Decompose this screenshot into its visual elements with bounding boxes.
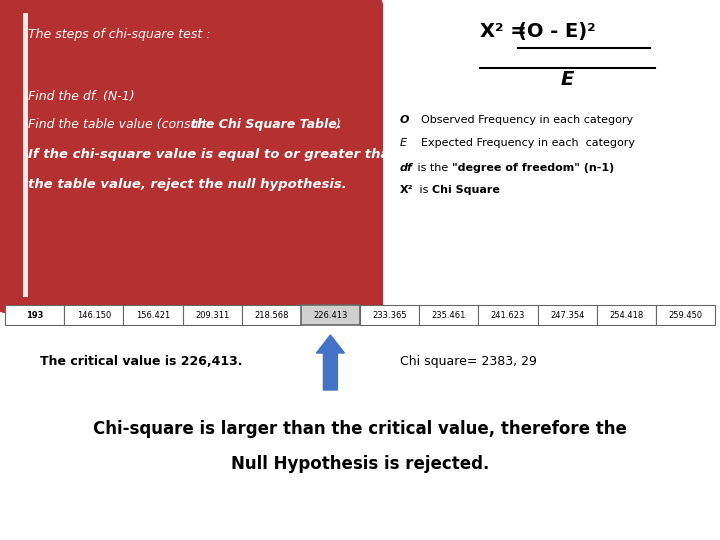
Text: 226.413: 226.413 [313, 310, 348, 320]
Text: If the chi-square value is equal to or greater than: If the chi-square value is equal to or g… [28, 148, 399, 161]
Text: The steps of chi-square test :: The steps of chi-square test : [28, 28, 210, 41]
Text: The critical value is 226,413.: The critical value is 226,413. [40, 355, 243, 368]
Text: X²: X² [400, 185, 413, 195]
Text: 241.623: 241.623 [491, 310, 525, 320]
Text: 193: 193 [26, 310, 43, 320]
Text: Chi square= 2383, 29: Chi square= 2383, 29 [400, 355, 537, 368]
Bar [538, 305, 597, 325]
Bar [597, 305, 656, 325]
Text: Observed Frequency in each category: Observed Frequency in each category [414, 115, 633, 125]
Bar [419, 305, 478, 325]
Text: df: df [400, 163, 413, 173]
Text: "degree of freedom" (n-1): "degree of freedom" (n-1) [452, 163, 614, 173]
Text: Find the df. (N-1): Find the df. (N-1) [28, 90, 135, 103]
Text: 235.461: 235.461 [431, 310, 466, 320]
FancyBboxPatch shape [0, 0, 383, 313]
Text: 259.450: 259.450 [668, 310, 703, 320]
Text: 218.568: 218.568 [254, 310, 289, 320]
Text: is: is [416, 185, 432, 195]
Bar [360, 305, 419, 325]
Bar [123, 305, 182, 325]
Bar [301, 305, 360, 325]
Text: the Chi Square Table.: the Chi Square Table. [191, 118, 341, 131]
Text: X² =: X² = [480, 22, 534, 41]
Text: Chi Square: Chi Square [432, 185, 500, 195]
Text: 146.150: 146.150 [76, 310, 111, 320]
Text: E: E [400, 138, 407, 148]
Bar [478, 305, 538, 325]
Bar [182, 305, 242, 325]
Bar [656, 305, 715, 325]
Text: the table value, reject the null hypothesis.: the table value, reject the null hypothe… [28, 178, 347, 191]
Text: Chi-square is larger than the critical value, therefore the: Chi-square is larger than the critical v… [93, 420, 627, 438]
Bar [64, 305, 123, 325]
Text: O: O [400, 115, 410, 125]
Bar [242, 305, 301, 325]
Text: 254.418: 254.418 [609, 310, 644, 320]
Bar [5, 305, 64, 325]
Text: 156.421: 156.421 [136, 310, 170, 320]
Text: Expected Frequency in each  category: Expected Frequency in each category [414, 138, 635, 148]
Text: 247.354: 247.354 [550, 310, 584, 320]
Text: (O - E)²: (O - E)² [518, 22, 595, 41]
Text: 233.365: 233.365 [372, 310, 407, 320]
FancyArrow shape [316, 335, 344, 390]
Text: Null Hypothesis is rejected.: Null Hypothesis is rejected. [231, 455, 489, 473]
Text: is the: is the [414, 163, 451, 173]
Text: ): ) [336, 118, 341, 131]
Text: E: E [560, 70, 574, 89]
Text: Find the table value (consult: Find the table value (consult [28, 118, 211, 131]
Text: 209.311: 209.311 [195, 310, 229, 320]
Bar [23, 13, 28, 297]
